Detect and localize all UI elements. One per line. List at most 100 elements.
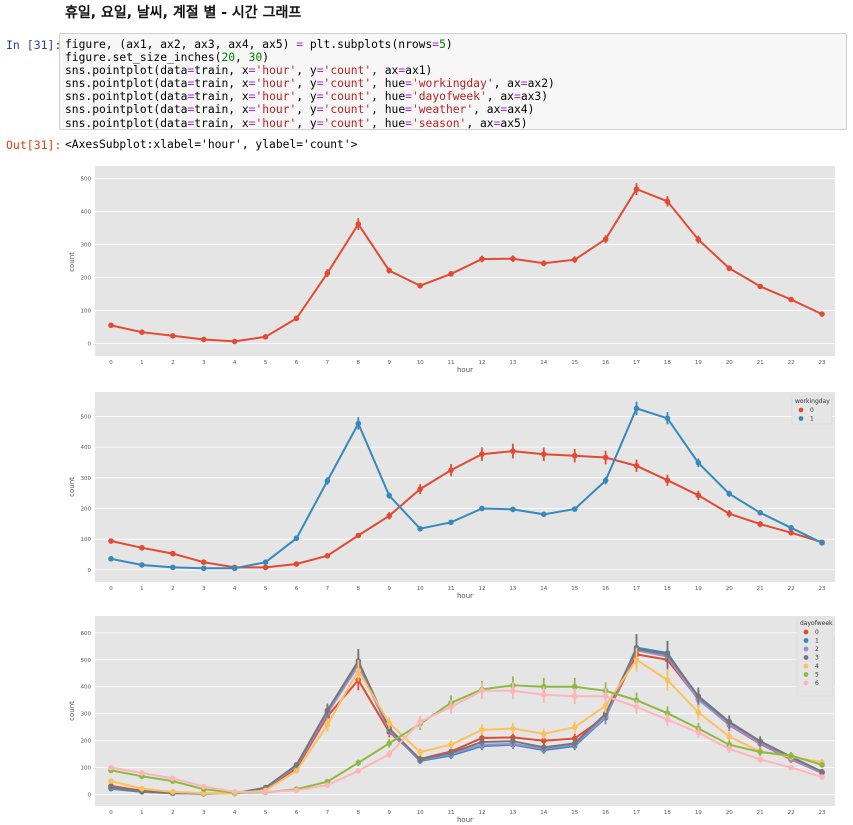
x-tick-label: 14	[540, 810, 547, 816]
code-token: , ax	[466, 116, 494, 130]
data-point	[571, 735, 578, 742]
code-token: 'workingday'	[411, 77, 494, 91]
code-token: =	[316, 64, 324, 78]
code-token: =	[187, 77, 195, 91]
data-point	[108, 764, 114, 771]
code-token: , y	[296, 64, 317, 78]
data-point	[540, 692, 547, 698]
x-tick-label: 11	[448, 810, 455, 816]
x-tick-label: 6	[295, 810, 299, 816]
y-tick-label: 500	[81, 177, 92, 183]
x-tick-label: 8	[357, 360, 361, 366]
data-point	[819, 768, 825, 775]
data-point	[633, 186, 640, 192]
code-token: , hue	[371, 90, 406, 104]
y-tick-label: 200	[81, 275, 92, 281]
data-point	[386, 720, 393, 726]
code-token: 'hour'	[255, 90, 297, 104]
data-point	[664, 651, 671, 658]
data-point	[417, 486, 423, 492]
x-tick-label: 10	[417, 586, 424, 592]
x-tick-label: 19	[695, 360, 702, 366]
x-tick-label: 18	[664, 810, 671, 816]
x-tick-label: 1	[140, 360, 144, 366]
x-tick-label: 1	[140, 810, 144, 816]
data-point	[262, 564, 269, 571]
x-tick-label: 15	[571, 810, 578, 816]
series-count	[108, 183, 825, 345]
data-point	[788, 296, 794, 303]
x-tick-label: 2	[171, 360, 175, 366]
plot-background	[95, 616, 835, 806]
code-token: )	[262, 51, 270, 65]
data-point	[510, 255, 516, 262]
data-point	[108, 784, 114, 790]
code-token: =	[405, 116, 412, 130]
code-token: , y	[296, 103, 317, 117]
data-point	[200, 790, 207, 797]
code-token: =	[514, 90, 521, 104]
y-tick-label: 0	[88, 568, 92, 574]
legend-marker	[803, 672, 809, 677]
code-token: train, x	[194, 77, 249, 91]
x-tick-label: 5	[264, 586, 268, 592]
series-line	[110, 407, 823, 570]
data-point	[695, 459, 702, 466]
x-tick-label: 22	[788, 810, 795, 816]
code-token: )	[445, 38, 453, 51]
legend-marker	[803, 680, 809, 686]
x-tick-label: 2	[171, 586, 175, 592]
x-tick-label: 7	[326, 586, 330, 592]
x-tick-label: 21	[757, 810, 764, 816]
data-point	[108, 556, 114, 562]
y-tick-label: 400	[81, 685, 92, 691]
section-heading: 휴일, 요일, 날씨, 계절 별 - 시간 그래프	[65, 5, 302, 21]
data-point	[386, 740, 393, 747]
y-tick-label: 100	[81, 537, 92, 543]
x-tick-label: 14	[540, 586, 547, 592]
data-point	[664, 477, 671, 484]
legend-label: 0	[815, 629, 819, 636]
code-token: =	[405, 103, 412, 117]
x-tick-label: 5	[264, 810, 268, 816]
code-token: 'count'	[323, 116, 372, 130]
y-tick-label: 200	[81, 506, 92, 512]
data-point	[757, 509, 763, 516]
data-point	[695, 709, 702, 716]
data-point	[200, 336, 207, 343]
data-point	[726, 718, 733, 725]
code-token: train, x	[194, 64, 249, 78]
data-point	[664, 716, 671, 723]
code-token: 'season'	[411, 116, 467, 130]
x-tick-label: 3	[202, 810, 206, 816]
code-token: sns.pointplot(data	[65, 77, 188, 91]
data-point	[695, 236, 702, 243]
data-point	[788, 529, 794, 536]
code-token: , ax	[371, 64, 399, 78]
legend-label: 5	[815, 672, 819, 679]
code-token: ax5)	[500, 116, 528, 130]
code-token: sns.pointplot(data	[65, 64, 188, 78]
data-point	[139, 329, 145, 336]
data-point	[510, 687, 516, 694]
x-tick-label: 16	[602, 360, 609, 366]
data-point	[510, 725, 516, 732]
x-tick-label: 1	[140, 586, 144, 592]
x-tick-label: 3	[202, 586, 206, 592]
legend: workingday 0 1	[791, 395, 833, 425]
x-tick-label: 12	[478, 810, 485, 816]
code-token: , hue	[371, 116, 406, 130]
code-cell[interactable]: figure, (ax1, ax2, ax3, ax4, ax5) = plt.…	[59, 33, 847, 130]
y-tick-label: 300	[81, 243, 92, 249]
data-point	[757, 521, 763, 527]
legend-marker	[803, 638, 809, 643]
data-point	[139, 562, 145, 568]
x-tick-label: 13	[509, 586, 516, 592]
code-token: sns.pointplot(data	[65, 103, 188, 117]
legend-label: 3	[815, 655, 819, 662]
x-tick-label: 20	[726, 810, 733, 816]
data-point	[819, 311, 825, 317]
legend-title: workingday	[795, 398, 830, 405]
code-token: 'dayofweek'	[411, 90, 487, 104]
